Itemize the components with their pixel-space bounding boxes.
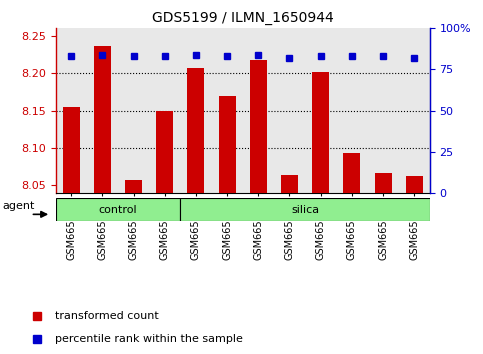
FancyBboxPatch shape bbox=[180, 198, 430, 221]
Bar bbox=[250, 60, 267, 193]
Bar bbox=[374, 173, 392, 193]
Text: percentile rank within the sample: percentile rank within the sample bbox=[55, 334, 242, 344]
Bar bbox=[281, 175, 298, 193]
Text: transformed count: transformed count bbox=[55, 311, 158, 321]
Text: silica: silica bbox=[291, 205, 319, 215]
FancyBboxPatch shape bbox=[56, 198, 180, 221]
Text: agent: agent bbox=[3, 201, 35, 211]
Bar bbox=[94, 46, 111, 193]
Bar bbox=[187, 68, 204, 193]
Title: GDS5199 / ILMN_1650944: GDS5199 / ILMN_1650944 bbox=[152, 11, 334, 24]
Bar bbox=[312, 73, 329, 193]
Bar bbox=[343, 153, 360, 193]
Text: control: control bbox=[99, 205, 137, 215]
Bar bbox=[406, 176, 423, 193]
Bar bbox=[63, 107, 80, 193]
Bar bbox=[156, 110, 173, 193]
Bar bbox=[218, 96, 236, 193]
Bar bbox=[125, 180, 142, 193]
